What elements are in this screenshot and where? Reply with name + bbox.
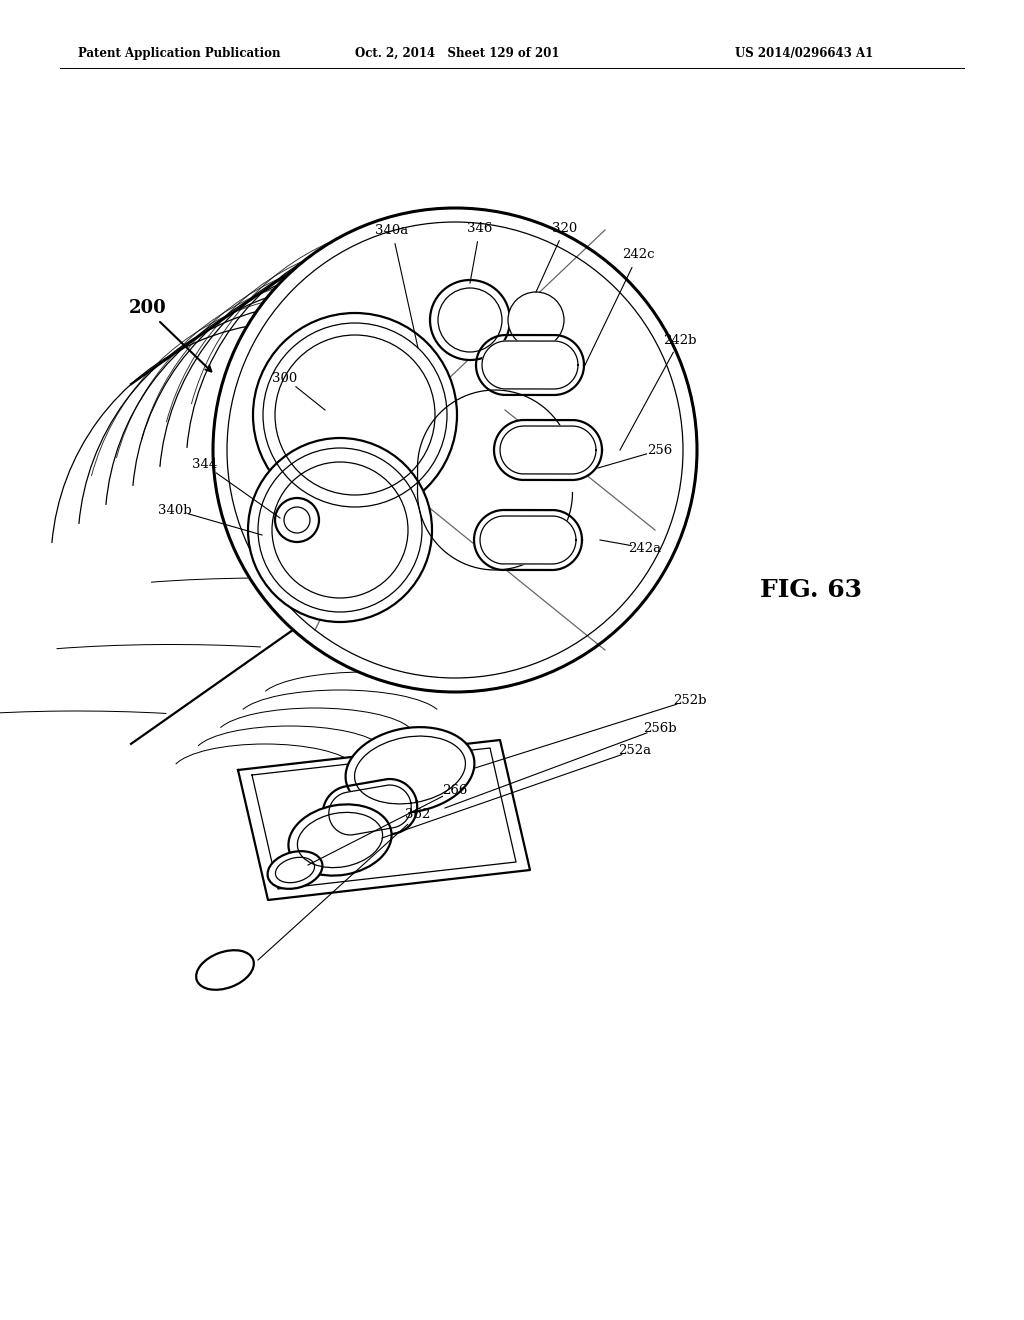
Ellipse shape [289, 804, 391, 875]
Polygon shape [474, 510, 582, 570]
Ellipse shape [253, 313, 457, 517]
Text: 344: 344 [193, 458, 218, 471]
Text: 200: 200 [129, 300, 167, 317]
Text: 256: 256 [647, 444, 673, 457]
Text: 242a: 242a [629, 541, 662, 554]
Text: 252b: 252b [673, 693, 707, 706]
Text: 340a: 340a [376, 223, 409, 236]
Text: 256b: 256b [643, 722, 677, 734]
Text: US 2014/0296643 A1: US 2014/0296643 A1 [735, 46, 873, 59]
Ellipse shape [275, 498, 319, 543]
Ellipse shape [248, 438, 432, 622]
Text: 346: 346 [467, 222, 493, 235]
Polygon shape [323, 779, 417, 841]
Text: 362: 362 [406, 808, 431, 821]
Polygon shape [500, 426, 596, 474]
Text: 242b: 242b [664, 334, 696, 346]
Text: Patent Application Publication: Patent Application Publication [78, 46, 281, 59]
Text: 300: 300 [272, 371, 298, 384]
Ellipse shape [197, 950, 254, 990]
Polygon shape [476, 335, 584, 395]
Text: 252a: 252a [618, 743, 651, 756]
Polygon shape [482, 341, 578, 389]
Text: 242c: 242c [622, 248, 654, 261]
Text: FIG. 63: FIG. 63 [760, 578, 862, 602]
Ellipse shape [267, 851, 323, 888]
Polygon shape [329, 785, 412, 836]
Ellipse shape [508, 292, 564, 348]
Ellipse shape [430, 280, 510, 360]
Ellipse shape [345, 727, 474, 813]
Polygon shape [480, 516, 575, 564]
Text: Oct. 2, 2014   Sheet 129 of 201: Oct. 2, 2014 Sheet 129 of 201 [355, 46, 559, 59]
Text: 340b: 340b [158, 503, 191, 516]
Text: 320: 320 [552, 222, 578, 235]
Polygon shape [238, 741, 530, 900]
Ellipse shape [213, 209, 697, 692]
Text: 266: 266 [442, 784, 468, 796]
Polygon shape [494, 420, 602, 480]
